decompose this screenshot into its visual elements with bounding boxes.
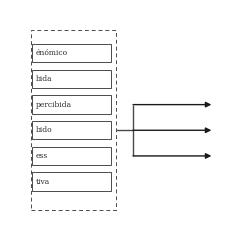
Text: percibida: percibida [35,101,71,109]
Text: tiva: tiva [35,178,50,186]
Text: bida: bida [35,75,52,83]
Text: ess: ess [35,152,48,160]
Bar [32,95,111,114]
Text: énómico: énómico [35,49,67,57]
Bar [32,44,111,62]
Bar [32,147,111,165]
Bar [32,70,111,88]
Text: bido: bido [35,126,52,134]
Bar [32,121,111,139]
Bar [31,30,115,210]
Bar [32,172,111,191]
